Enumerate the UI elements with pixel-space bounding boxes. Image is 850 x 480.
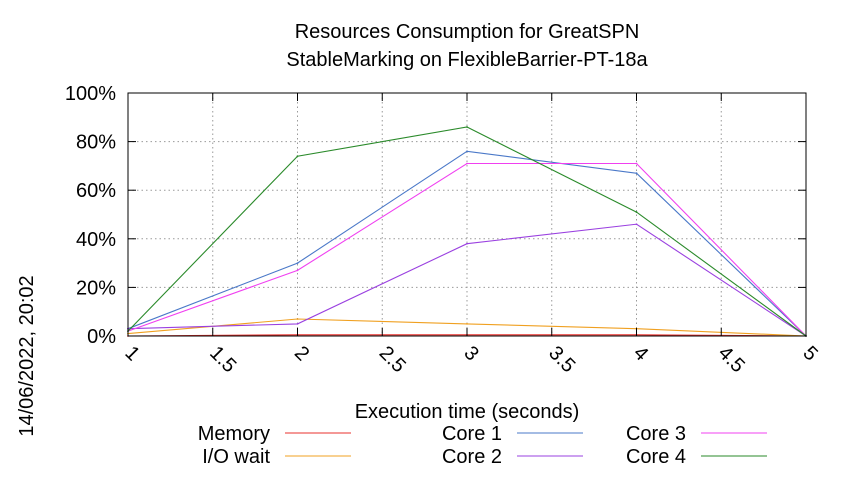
grid <box>128 93 806 336</box>
legend-label-core-4: Core 4 <box>626 446 686 468</box>
x-axis-label: Execution time (seconds) <box>355 401 580 423</box>
data-point-i-o-wait <box>296 318 299 320</box>
x-tick-label: 2 <box>290 342 313 365</box>
x-tick-label: 1.5 <box>205 342 240 377</box>
y-tick-label: 0% <box>87 326 116 348</box>
data-point-core-3 <box>296 269 299 272</box>
y-tick-label: 20% <box>76 277 116 299</box>
data-point-core-1 <box>296 262 299 264</box>
chart-title-line-2: StableMarking on FlexibleBarrier-PT-18a <box>286 49 648 71</box>
x-tick-label: 3 <box>459 342 482 365</box>
chart-title: Resources Consumption for GreatSPN Stabl… <box>286 21 648 71</box>
x-tick-label: 1 <box>120 342 143 365</box>
legend-label-core-2: Core 2 <box>442 446 502 468</box>
y-tick-label: 80% <box>76 132 116 154</box>
data-point-core-2 <box>466 242 468 245</box>
y-tick-label: 100% <box>65 83 116 105</box>
x-tick-label: 4.5 <box>714 342 749 377</box>
data-point-core-1 <box>635 172 638 175</box>
data-point-core-2 <box>296 322 299 325</box>
legend-label-core-3: Core 3 <box>626 423 686 445</box>
legend-label-core-1: Core 1 <box>442 423 502 445</box>
y-tick-label: 60% <box>76 180 116 202</box>
x-tick-label: 5 <box>798 342 821 365</box>
legend-label-i-o-wait: I/O wait <box>202 446 270 468</box>
data-point-core-4 <box>466 126 468 128</box>
data-point-core-4 <box>635 211 638 213</box>
y-axis: 0% 20% 40% 60% 80% 100% <box>65 83 806 348</box>
data-point-core-4 <box>296 155 299 158</box>
data-point-i-o-wait <box>466 322 468 325</box>
data-point-core-3 <box>466 162 468 165</box>
data-point-core-2 <box>635 223 638 226</box>
x-tick-label: 3.5 <box>544 342 579 377</box>
timestamp-label: 14/06/2022, 20:02 <box>16 275 38 436</box>
data-point-core-3 <box>635 162 638 165</box>
y-tick-label: 40% <box>76 229 116 251</box>
legend-label-memory: Memory <box>198 423 270 445</box>
x-tick-label: 2.5 <box>375 342 410 377</box>
x-tick-label: 4 <box>629 342 652 365</box>
data-point-core-1 <box>466 150 468 153</box>
chart-title-line-1: Resources Consumption for GreatSPN <box>295 21 640 43</box>
